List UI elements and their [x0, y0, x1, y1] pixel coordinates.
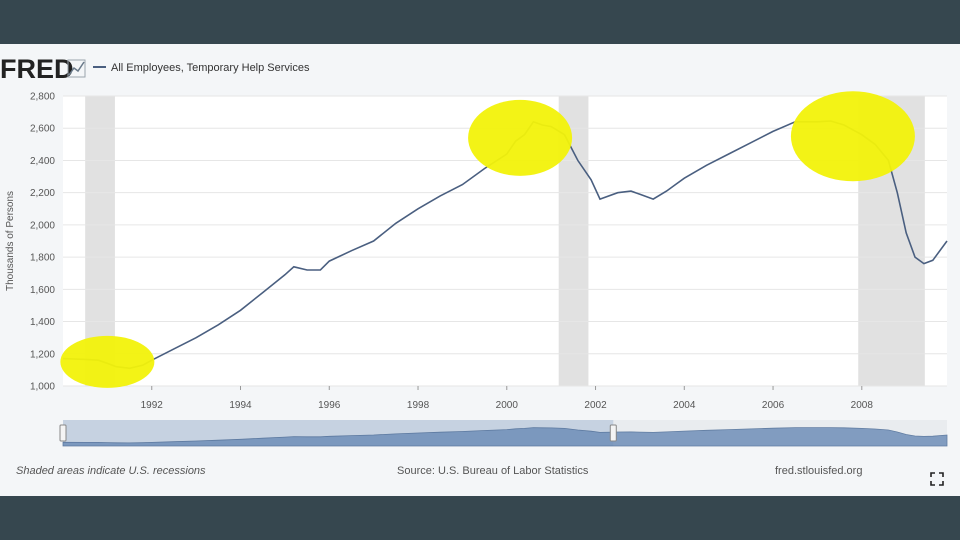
y-tick-label: 1,200: [30, 349, 55, 360]
highlight-ellipse: [468, 99, 573, 176]
x-tick-label: 1992: [141, 400, 164, 411]
site-link[interactable]: fred.stlouisfed.org: [775, 465, 863, 477]
y-tick-label: 2,400: [30, 156, 55, 167]
navigator-handles[interactable]: [59, 424, 617, 442]
x-tick-label: 1998: [407, 400, 430, 411]
navigator-handle[interactable]: [609, 424, 617, 442]
x-tick-label: 2008: [851, 400, 874, 411]
recession-note: Shaded areas indicate U.S. recessions: [16, 465, 206, 477]
x-tick-label: 1994: [229, 400, 252, 411]
chart-logo-icon: [67, 59, 86, 78]
y-tick-label: 1,400: [30, 317, 55, 328]
navigator-series-area: [62, 427, 948, 447]
legend-label: All Employees, Temporary Help Services: [111, 62, 310, 74]
y-tick-label: 1,000: [30, 382, 55, 393]
y-tick-label: 2,000: [30, 220, 55, 231]
y-axis-ticks: 1,000 1,200 1,400 1,600 1,800 2,000 2,200 2,400…: [30, 92, 55, 393]
highlight-ellipse: [60, 335, 155, 388]
fred-logo[interactable]: FRED: [0, 54, 74, 84]
x-tick-label: 2006: [762, 400, 785, 411]
chart-panel: FRED All Employees, Temporary Help Servi…: [0, 44, 960, 496]
highlight-ellipses: [60, 91, 915, 388]
chart-svg: FRED All Employees, Temporary Help Servi…: [0, 54, 948, 447]
y-tick-label: 2,800: [30, 92, 55, 103]
y-tick-label: 1,600: [30, 285, 55, 296]
x-tick-label: 2002: [584, 400, 607, 411]
y-tick-label: 2,200: [30, 188, 55, 199]
source-text: Source: U.S. Bureau of Labor Statistics: [397, 465, 589, 477]
x-tick-label: 1996: [318, 400, 341, 411]
y-tick-label: 2,600: [30, 124, 55, 135]
fullscreen-expand-icon[interactable]: [930, 472, 944, 486]
x-tick-label: 2004: [673, 400, 696, 411]
highlight-ellipse: [790, 91, 915, 182]
y-tick-label: 1,800: [30, 253, 55, 264]
y-axis-label: Thousands of Persons: [5, 191, 16, 291]
x-tick-label: 2000: [496, 400, 519, 411]
navigator-handle[interactable]: [59, 424, 67, 442]
x-axis-ticks: 1992 1994 1996 1998 2000 2002 2004 2006 2008: [141, 386, 874, 411]
